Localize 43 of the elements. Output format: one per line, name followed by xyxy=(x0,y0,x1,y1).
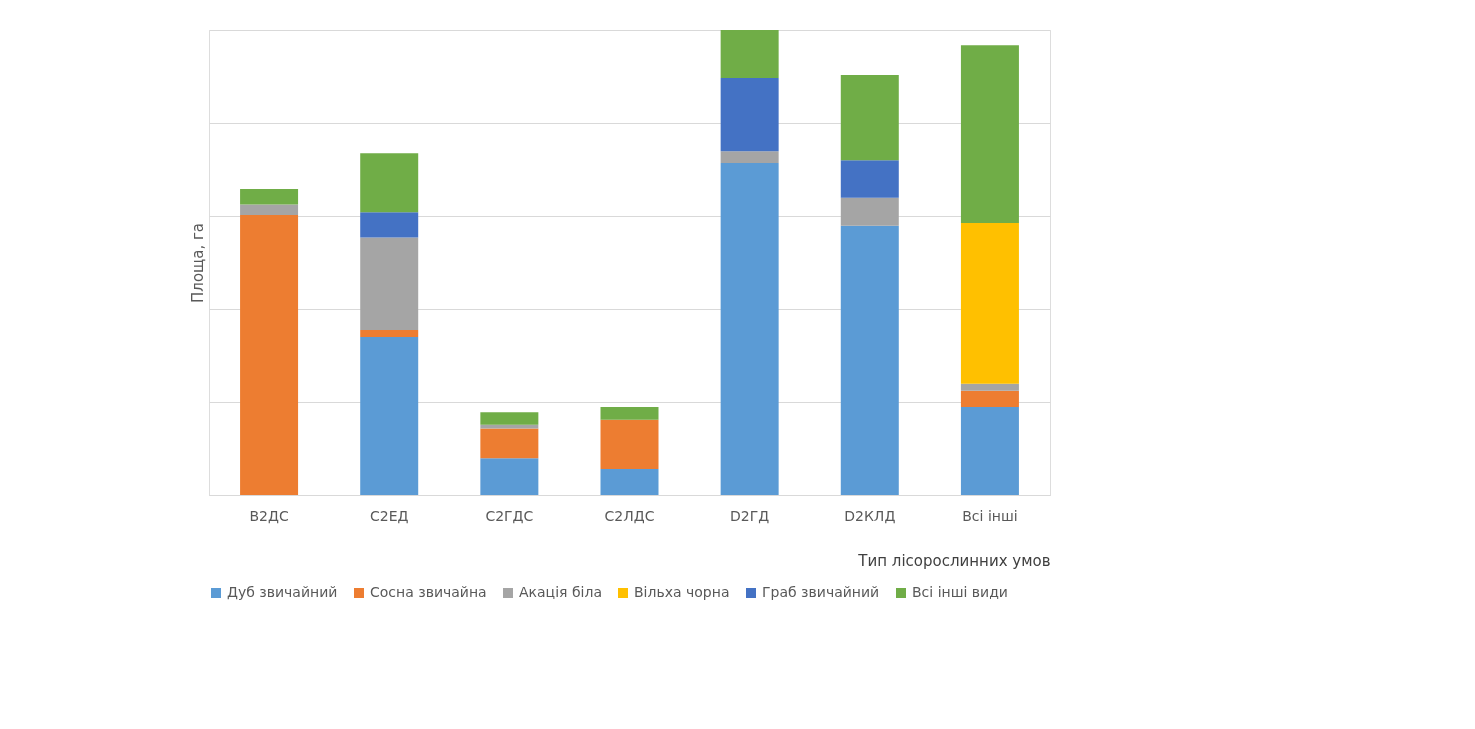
x-tick-label: C2ЕД xyxy=(369,507,409,524)
x-tick-label: D2КЛД xyxy=(844,507,896,524)
legend-label: Граб звичайний xyxy=(762,584,880,600)
bar xyxy=(720,162,779,495)
legend-label: Сосна звичайна xyxy=(370,584,487,600)
bar xyxy=(360,329,419,337)
bar xyxy=(720,30,779,78)
bar xyxy=(960,45,1019,223)
bar xyxy=(480,424,539,429)
bar xyxy=(600,468,659,495)
bar xyxy=(240,204,299,216)
bar xyxy=(480,412,539,425)
bar xyxy=(360,336,419,495)
y-axis-title: Площа, га xyxy=(188,223,207,303)
bar xyxy=(360,237,419,330)
x-tick-label: C2ГДС xyxy=(485,507,534,524)
bar xyxy=(240,189,299,205)
legend-label: Дуб звичайний xyxy=(227,584,338,600)
bar xyxy=(360,212,419,238)
x-tick-label: C2ЛДС xyxy=(604,507,655,524)
legend-label: Акація біла xyxy=(519,584,602,600)
bar xyxy=(360,153,419,213)
bar xyxy=(840,225,899,495)
bar xyxy=(720,151,779,163)
legend-label: Всі інші види xyxy=(912,584,1008,600)
bar xyxy=(840,160,899,198)
x-tick-label: D2ГД xyxy=(730,507,770,524)
bar xyxy=(240,215,299,495)
bar xyxy=(960,222,1019,384)
x-tick-label: Всі інші xyxy=(962,507,1018,524)
legend-label: Вільха чорна xyxy=(634,584,730,600)
bar xyxy=(600,407,659,420)
x-tick-label: B2ДС xyxy=(249,507,289,524)
bar xyxy=(840,75,899,161)
bar xyxy=(480,458,539,495)
bar xyxy=(480,428,539,459)
bar xyxy=(720,77,779,152)
bar xyxy=(960,390,1019,408)
bar xyxy=(960,383,1019,391)
bar xyxy=(600,419,659,469)
bar xyxy=(840,197,899,226)
x-axis-title: Тип лісорослинних умов xyxy=(857,551,1051,570)
bar xyxy=(960,407,1019,495)
